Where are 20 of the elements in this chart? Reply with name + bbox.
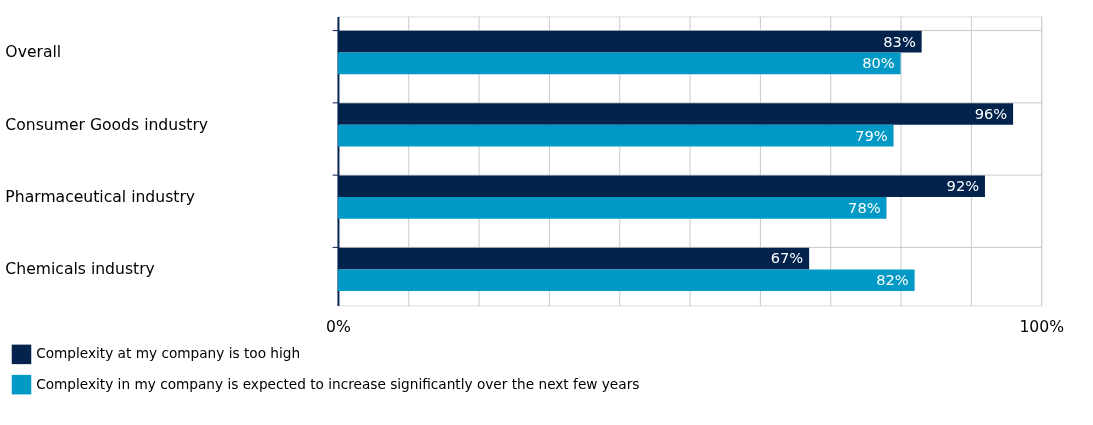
data-label: 92%	[946, 177, 980, 195]
y-tick-label: Pharmaceutical industry	[5, 188, 196, 206]
data-label: 67%	[770, 249, 804, 267]
bar	[337, 269, 915, 292]
y-tick-label: Chemicals industry	[5, 260, 155, 279]
data-label: 80%	[862, 54, 895, 72]
data-label: 96%	[974, 104, 1008, 122]
legend-label: Complexity in my company is expected to increase significantly over the next few years	[36, 375, 640, 392]
x-tick-label: 0%	[326, 318, 351, 337]
legend-label: Complexity at my company is too high	[36, 345, 301, 362]
bar	[337, 52, 901, 75]
data-label: 78%	[848, 198, 881, 216]
y-tick-label: Overall	[5, 43, 62, 62]
data-label: 82%	[876, 271, 909, 289]
data-label: 83%	[883, 32, 916, 50]
y-tick-label: Consumer Goods industry	[5, 115, 209, 134]
bar	[337, 124, 894, 147]
data-label: 79%	[855, 126, 888, 144]
x-tick-label: 100%	[1019, 318, 1065, 337]
bar	[337, 197, 887, 219]
